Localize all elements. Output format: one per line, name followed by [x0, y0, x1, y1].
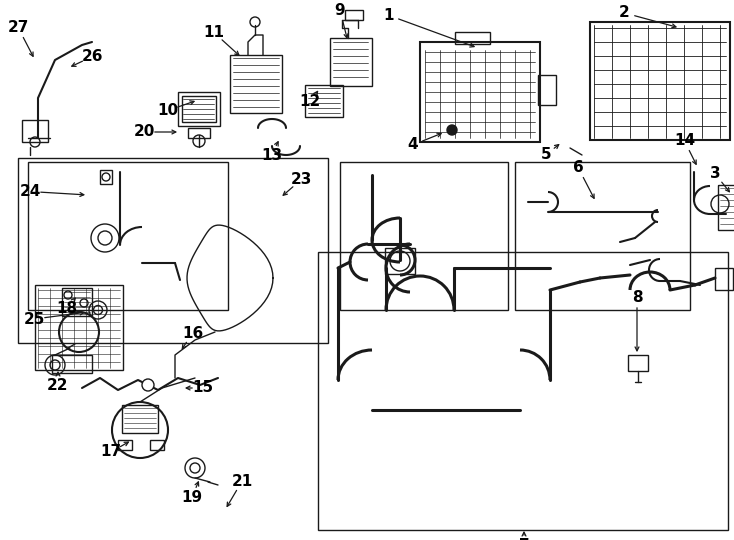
Circle shape: [142, 379, 154, 391]
Text: 24: 24: [19, 184, 40, 199]
Bar: [100, 170, 112, 184]
Bar: [188, 128, 210, 138]
Text: 26: 26: [81, 49, 103, 64]
Text: 9: 9: [335, 3, 346, 18]
Text: 15: 15: [192, 381, 214, 395]
Bar: [230, 55, 282, 113]
Text: 3: 3: [710, 166, 720, 181]
Text: 10: 10: [157, 103, 178, 118]
Bar: [35, 285, 123, 370]
Bar: [718, 185, 734, 230]
Text: 6: 6: [573, 160, 584, 176]
Circle shape: [102, 173, 110, 181]
Text: 23: 23: [291, 172, 312, 187]
Bar: [330, 38, 372, 86]
Bar: [385, 248, 415, 274]
Bar: [305, 85, 343, 117]
Text: 2: 2: [619, 5, 630, 21]
Bar: [538, 75, 556, 105]
Bar: [628, 355, 648, 371]
Bar: [18, 158, 328, 343]
Bar: [515, 162, 690, 310]
Bar: [62, 288, 92, 316]
Text: 4: 4: [407, 138, 418, 152]
Bar: [22, 120, 48, 142]
Circle shape: [447, 125, 457, 135]
Bar: [340, 162, 508, 310]
Text: 1: 1: [383, 8, 393, 23]
Bar: [590, 22, 730, 140]
Text: 25: 25: [23, 312, 45, 327]
Bar: [715, 268, 733, 290]
Bar: [52, 355, 92, 373]
Bar: [455, 32, 490, 44]
Text: 19: 19: [181, 490, 203, 505]
Text: 7: 7: [519, 538, 529, 540]
Text: 14: 14: [674, 133, 695, 148]
Bar: [420, 42, 540, 142]
Text: 20: 20: [134, 125, 155, 139]
Text: 5: 5: [540, 147, 551, 163]
Text: 21: 21: [231, 474, 252, 489]
Text: 13: 13: [261, 147, 282, 163]
Bar: [28, 162, 228, 310]
Text: 12: 12: [299, 94, 321, 109]
Bar: [118, 440, 132, 450]
Bar: [345, 10, 363, 20]
Text: 17: 17: [101, 444, 122, 460]
Text: 11: 11: [203, 25, 225, 40]
Bar: [182, 96, 216, 122]
Bar: [150, 440, 164, 450]
Text: 27: 27: [7, 21, 29, 36]
Bar: [178, 92, 220, 126]
Text: 22: 22: [47, 379, 69, 394]
Bar: [318, 252, 728, 530]
Bar: [122, 405, 158, 433]
Text: 8: 8: [632, 289, 642, 305]
Text: 16: 16: [182, 326, 203, 341]
Text: 18: 18: [57, 301, 77, 315]
